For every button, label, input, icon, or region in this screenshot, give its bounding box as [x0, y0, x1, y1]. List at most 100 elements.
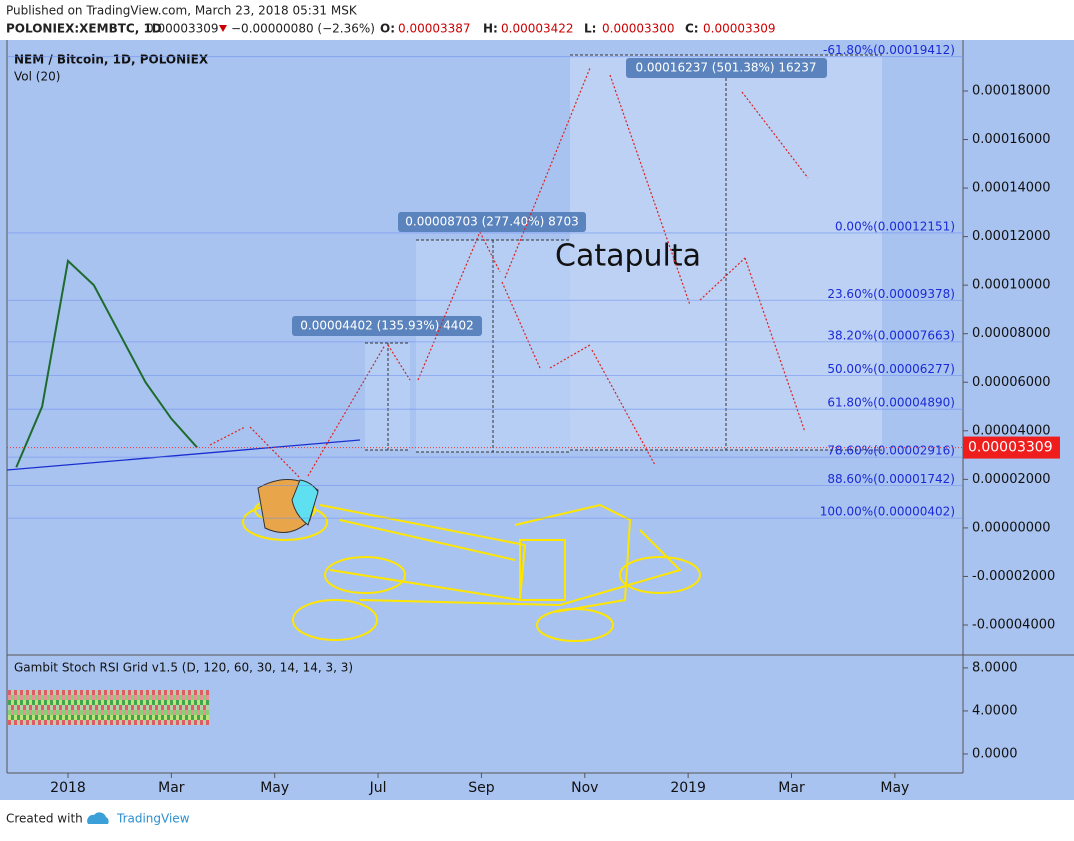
indicator-cell — [107, 715, 110, 720]
indicator-cell — [152, 720, 155, 725]
indicator-cell — [158, 710, 161, 715]
indicator-cell — [86, 720, 89, 725]
indicator-cell — [17, 695, 20, 700]
indicator-cell — [164, 715, 167, 720]
indicator-cell — [200, 705, 203, 710]
indicator-grid — [8, 690, 209, 725]
indicator-cell — [41, 700, 44, 705]
indicator-cell — [20, 715, 23, 720]
indicator-cell — [128, 710, 131, 715]
indicator-cell — [23, 710, 26, 715]
indicator-cell — [173, 705, 176, 710]
ohlc-label: H: — [483, 22, 498, 36]
indicator-cell — [41, 720, 44, 725]
indicator-cell — [62, 705, 65, 710]
indicator-cell — [119, 690, 122, 695]
indicator-cell — [65, 690, 68, 695]
indicator-cell — [131, 705, 134, 710]
indicator-cell — [71, 695, 74, 700]
indicator-cell — [62, 695, 65, 700]
indicator-cell — [8, 715, 11, 720]
indicator-cell — [11, 705, 14, 710]
indicator-cell — [113, 705, 116, 710]
indicator-cell — [116, 700, 119, 705]
indicator-cell — [92, 700, 95, 705]
indicator-cell — [11, 695, 14, 700]
indicator-cell — [86, 715, 89, 720]
indicator-cell — [74, 695, 77, 700]
indicator-cell — [188, 700, 191, 705]
indicator-cell — [38, 705, 41, 710]
indicator-cell — [83, 710, 86, 715]
indicator-cell — [44, 715, 47, 720]
indicator-cell — [80, 705, 83, 710]
indicator-cell — [173, 690, 176, 695]
indicator-cell — [167, 690, 170, 695]
y-tick-label: 0.00014000 — [972, 181, 1051, 196]
indicator-cell — [77, 715, 80, 720]
indicator-cell — [176, 720, 179, 725]
indicator-cell — [194, 690, 197, 695]
indicator-cell — [68, 690, 71, 695]
indicator-cell — [71, 720, 74, 725]
indicator-cell — [77, 710, 80, 715]
indicator-cell — [50, 705, 53, 710]
indicator-cell — [116, 690, 119, 695]
indicator-cell — [197, 700, 200, 705]
indicator-cell — [32, 705, 35, 710]
indicator-cell — [206, 690, 209, 695]
indicator-cell — [122, 715, 125, 720]
indicator-cell — [182, 695, 185, 700]
indicator-cell — [206, 695, 209, 700]
indicator-cell — [188, 690, 191, 695]
indicator-cell — [161, 715, 164, 720]
indicator-cell — [164, 705, 167, 710]
indicator-cell — [185, 715, 188, 720]
indicator-cell — [23, 690, 26, 695]
indicator-cell — [86, 690, 89, 695]
ohlc-value: 0.00003387 — [398, 22, 471, 36]
indicator-cell — [200, 710, 203, 715]
indicator-cell — [86, 705, 89, 710]
indicator-title: Gambit Stoch RSI Grid v1.5 (D, 120, 60, … — [14, 661, 353, 675]
price-line — [15, 258, 198, 468]
indicator-cell — [131, 695, 134, 700]
indicator-cell — [128, 705, 131, 710]
indicator-cell — [182, 700, 185, 705]
indicator-cell — [110, 690, 113, 695]
indicator-cell — [125, 695, 128, 700]
indicator-cell — [158, 690, 161, 695]
indicator-cell — [107, 690, 110, 695]
indicator-cell — [167, 715, 170, 720]
indicator-cell — [41, 715, 44, 720]
indicator-cell — [155, 695, 158, 700]
indicator-cell — [47, 705, 50, 710]
indicator-cell — [194, 695, 197, 700]
indicator-cell — [104, 695, 107, 700]
indicator-cell — [134, 720, 137, 725]
indicator-cell — [131, 710, 134, 715]
indicator-cell — [62, 690, 65, 695]
indicator-cell — [38, 690, 41, 695]
indicator-cell — [14, 700, 17, 705]
indicator-cell — [77, 690, 80, 695]
indicator-cell — [65, 695, 68, 700]
indicator-cell — [68, 695, 71, 700]
indicator-cell — [92, 715, 95, 720]
indicator-cell — [98, 720, 101, 725]
indicator-cell — [11, 715, 14, 720]
footer-brand[interactable]: TradingView — [116, 812, 190, 826]
indicator-cell — [29, 715, 32, 720]
indicator-cell — [47, 715, 50, 720]
indicator-cell — [29, 720, 32, 725]
indicator-cell — [146, 695, 149, 700]
indicator-cell — [47, 695, 50, 700]
indicator-cell — [71, 705, 74, 710]
indicator-cell — [164, 720, 167, 725]
ohlc-value: 0.00003309 — [703, 22, 776, 36]
indicator-cell — [17, 700, 20, 705]
indicator-cell — [137, 710, 140, 715]
indicator-cell — [53, 705, 56, 710]
indicator-cell — [110, 705, 113, 710]
indicator-cell — [62, 720, 65, 725]
